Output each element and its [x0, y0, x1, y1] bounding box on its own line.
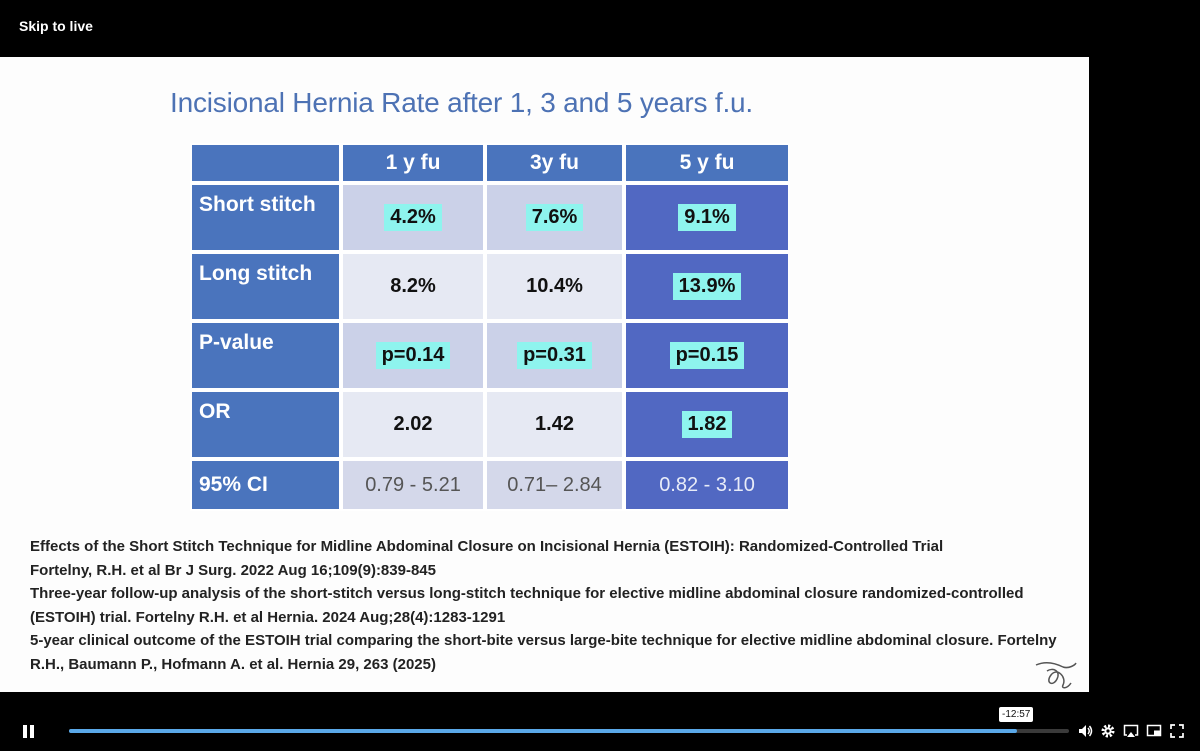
skip-to-live-button[interactable]: Skip to live	[19, 18, 93, 34]
reference-line: Fortelny, R.H. et al Br J Surg. 2022 Aug…	[30, 561, 436, 579]
table-cell: 13.9%	[624, 252, 790, 321]
table-cell: 0.79 - 5.21	[341, 459, 485, 511]
table-cell: 1.42	[485, 390, 624, 459]
table-cell: 0.82 - 3.10	[624, 459, 790, 511]
table-cell: 0.71– 2.84	[485, 459, 624, 511]
row-label: OR	[190, 390, 341, 459]
hernia-rate-table: 1 y fu 3y fu 5 y fu Short stitch 4.2% 7.…	[190, 143, 790, 511]
settings-icon[interactable]	[1100, 723, 1116, 739]
cell-value: 1.42	[535, 413, 574, 435]
progress-bar[interactable]	[69, 729, 1069, 733]
cell-value: 8.2%	[390, 275, 436, 297]
table-cell: p=0.31	[485, 321, 624, 390]
cell-value: p=0.31	[517, 342, 592, 369]
reference-line: 5-year clinical outcome of the ESTOIH tr…	[30, 632, 1057, 673]
reference-line: Effects of the Short Stitch Technique fo…	[30, 538, 944, 555]
slide-title: Incisional Hernia Rate after 1, 3 and 5 …	[170, 87, 753, 118]
column-header: 5 y fu	[624, 143, 790, 183]
picture-in-picture-icon[interactable]	[1146, 723, 1162, 739]
time-remaining: -12:57	[999, 707, 1034, 722]
table-cell: 8.2%	[341, 252, 485, 321]
table-cell: 2.02	[341, 390, 485, 459]
table-row: OR 2.02 1.42 1.82	[190, 390, 790, 459]
table-cell: 10.4%	[485, 252, 624, 321]
cell-value: 10.4%	[526, 275, 583, 297]
row-label: Short stitch	[190, 183, 341, 252]
table-corner-cell	[190, 143, 341, 183]
signature-logo-icon	[1035, 662, 1077, 689]
table-row: P-value p=0.14 p=0.31 p=0.15	[190, 321, 790, 390]
table-cell: p=0.14	[341, 321, 485, 390]
cell-value: 9.1%	[678, 204, 736, 231]
table-cell: 1.82	[624, 390, 790, 459]
pause-icon[interactable]	[22, 725, 36, 739]
cell-value: 2.02	[393, 413, 433, 435]
reference-line: Three-year follow-up analysis of the sho…	[30, 585, 1024, 626]
table-header-row: 1 y fu 3y fu 5 y fu	[190, 143, 790, 183]
cell-value: 1.82	[681, 411, 733, 438]
column-header: 1 y fu	[341, 143, 485, 183]
player-top-bar: Skip to live	[0, 0, 1200, 56]
references: Effects of the Short Stitch Technique fo…	[30, 535, 1070, 676]
cell-value: 13.9%	[672, 273, 742, 300]
player-controls: -12:57	[0, 692, 1200, 751]
progress-fill	[69, 729, 1017, 733]
table-row: 95% CI 0.79 - 5.21 0.71– 2.84 0.82 - 3.1…	[190, 459, 790, 511]
volume-icon[interactable]	[1077, 723, 1093, 739]
table-cell: 7.6%	[485, 183, 624, 252]
row-label: Long stitch	[190, 252, 341, 321]
row-label: P-value	[190, 321, 341, 390]
airplay-icon[interactable]	[1123, 723, 1139, 739]
cell-value: p=0.14	[375, 342, 451, 369]
table-cell: 4.2%	[341, 183, 485, 252]
fullscreen-icon[interactable]	[1169, 723, 1185, 739]
cell-value: 7.6%	[525, 204, 584, 231]
cell-value: 4.2%	[384, 204, 442, 231]
row-label: 95% CI	[190, 459, 341, 511]
video-frame-slide[interactable]: Incisional Hernia Rate after 1, 3 and 5 …	[0, 57, 1089, 692]
table-row: Long stitch 8.2% 10.4% 13.9%	[190, 252, 790, 321]
cell-value: p=0.15	[669, 342, 745, 369]
table-cell: p=0.15	[624, 321, 790, 390]
table-cell: 9.1%	[624, 183, 790, 252]
table-row: Short stitch 4.2% 7.6% 9.1%	[190, 183, 790, 252]
column-header: 3y fu	[485, 143, 624, 183]
